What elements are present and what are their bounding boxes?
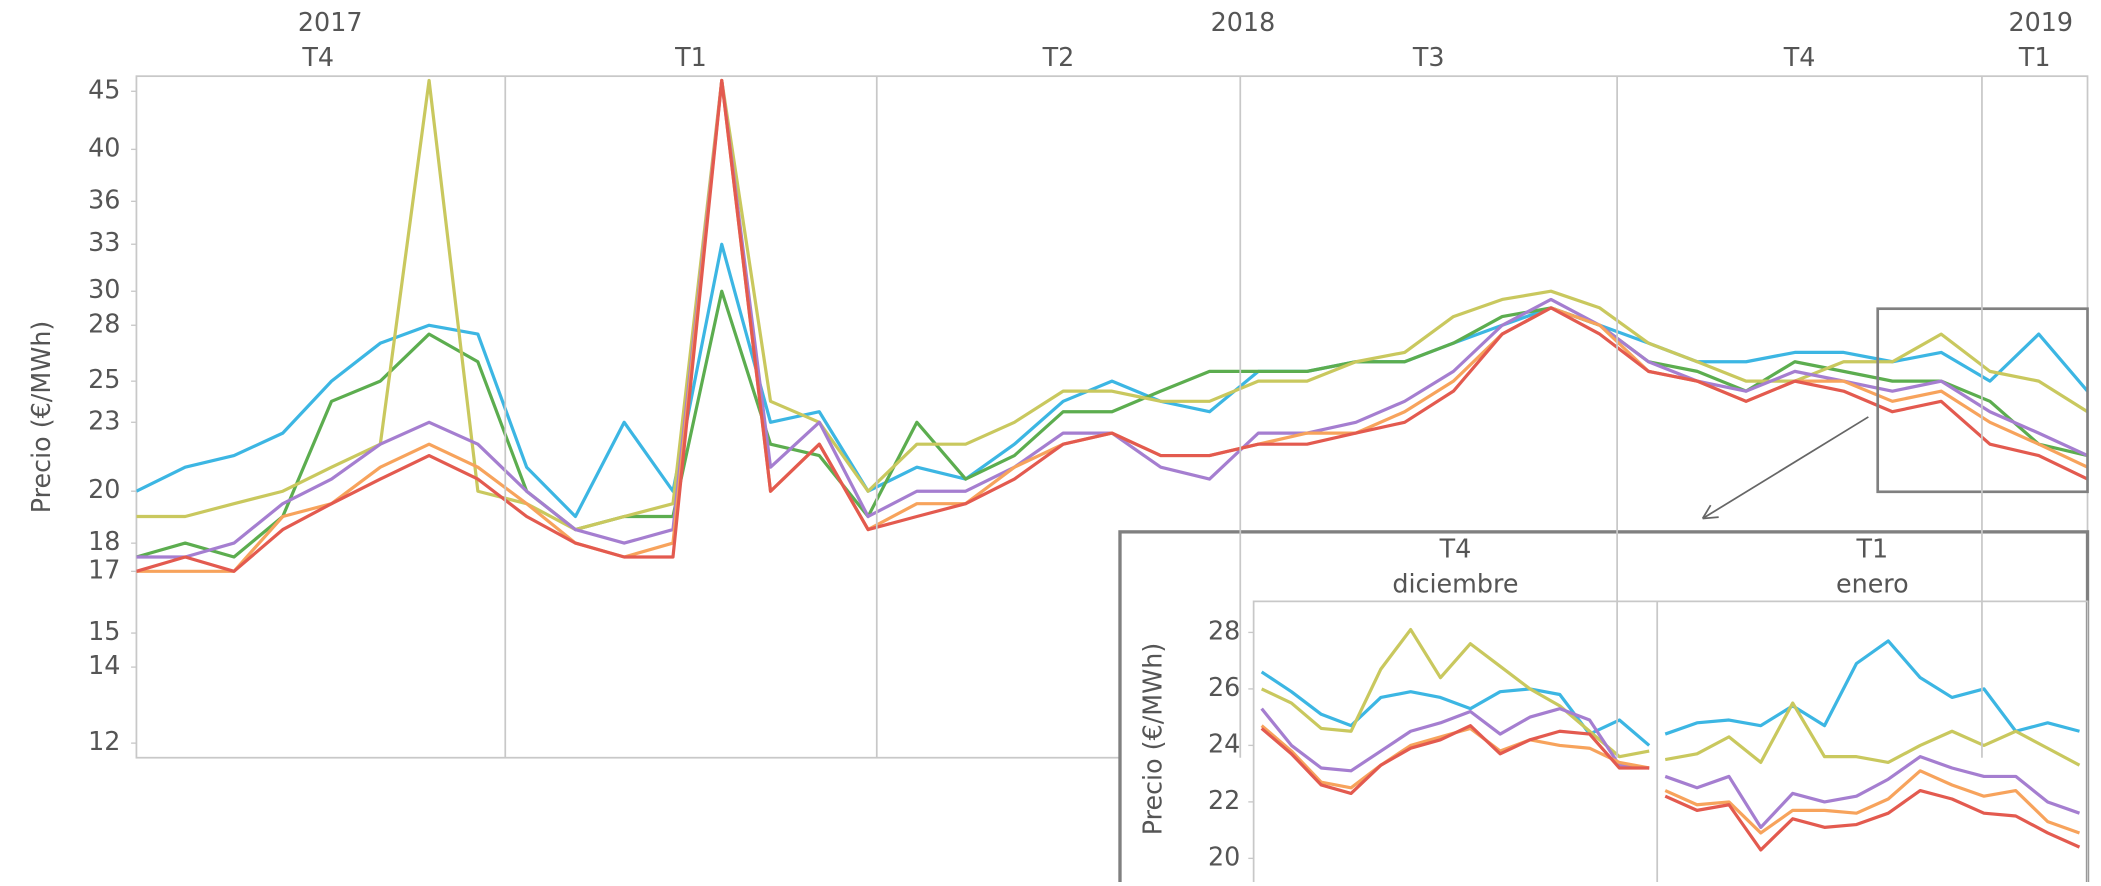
y-tick-label: 40 <box>88 132 120 162</box>
series-line <box>136 289 2088 559</box>
panel-quarter: T4 <box>1439 534 1472 564</box>
quarter-label: T4 <box>1783 42 1816 72</box>
inset-y-tick-label: 24 <box>1208 728 1240 758</box>
inset-y-tick-label: 28 <box>1208 615 1240 645</box>
y-tick-label: 28 <box>88 308 120 338</box>
series-line <box>136 78 2088 573</box>
arrow-head <box>1701 504 1719 520</box>
y-tick-label: 17 <box>88 554 120 584</box>
panel-quarter: T1 <box>1856 534 1889 564</box>
quarter-label: T2 <box>1042 42 1075 72</box>
zoom-arrow <box>1702 416 1869 520</box>
y-tick-label: 25 <box>88 364 120 394</box>
series-line <box>1260 724 1650 796</box>
inset-frame <box>1118 530 2090 886</box>
inset-y-tick-label: 20 <box>1208 841 1240 871</box>
y-tick-label: 15 <box>88 616 120 646</box>
y-tick-label: 36 <box>88 184 120 214</box>
y-tick-label: 20 <box>88 474 120 504</box>
year-label: 2018 <box>1211 7 1276 37</box>
series-line <box>1260 627 1650 759</box>
y-tick-label: 23 <box>88 405 120 435</box>
y-axis-label: Precio (€/MWh) <box>26 321 56 514</box>
series-line <box>1664 788 2081 852</box>
inset-y-tick-label: 22 <box>1208 785 1240 815</box>
inset-lines <box>1260 627 2081 852</box>
year-label: 2017 <box>298 7 363 37</box>
series-line <box>1260 707 1650 773</box>
series-line <box>1664 755 2081 829</box>
quarter-label: T1 <box>674 42 707 72</box>
series-line <box>1664 769 2081 835</box>
main-lines <box>136 78 2088 573</box>
series-line <box>1664 701 2081 767</box>
quarter-label: T1 <box>2018 42 2051 72</box>
y-tick-label: 18 <box>88 526 120 556</box>
y-tick-label: 33 <box>88 227 120 257</box>
series-line <box>1664 639 2080 736</box>
series-line <box>136 242 2088 519</box>
quarter-label: T3 <box>1412 42 1445 72</box>
inset-y-label: Precio (€/MWh) <box>1138 643 1168 836</box>
series-line <box>136 78 2088 532</box>
inset-plot <box>1252 600 2089 886</box>
y-tick-label: 14 <box>88 650 120 680</box>
panel-month: diciembre <box>1392 568 1518 598</box>
y-tick-label: 30 <box>88 274 120 304</box>
panel-month: enero <box>1836 568 1909 598</box>
quarter-label: T4 <box>301 42 334 72</box>
series-line <box>136 78 2088 559</box>
inset-y-tick-label: 26 <box>1208 672 1240 702</box>
y-tick-label: 12 <box>88 726 120 756</box>
year-label: 2019 <box>2008 7 2073 37</box>
y-tick-label: 45 <box>88 74 120 104</box>
